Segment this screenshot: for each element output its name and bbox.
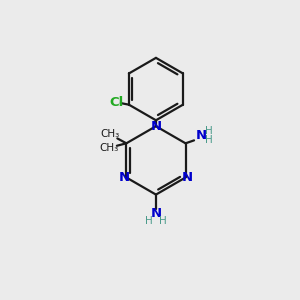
Text: N: N xyxy=(195,129,207,142)
Text: N: N xyxy=(182,171,193,184)
Text: CH₃: CH₃ xyxy=(100,129,120,140)
Text: H: H xyxy=(159,216,167,226)
Text: H: H xyxy=(205,135,213,145)
Text: CH₃: CH₃ xyxy=(100,143,119,153)
Text: N: N xyxy=(150,120,161,133)
Text: Cl: Cl xyxy=(109,96,124,109)
Text: N: N xyxy=(119,171,130,184)
Text: H: H xyxy=(145,216,153,226)
Text: N: N xyxy=(150,206,161,220)
Text: H: H xyxy=(205,126,213,136)
